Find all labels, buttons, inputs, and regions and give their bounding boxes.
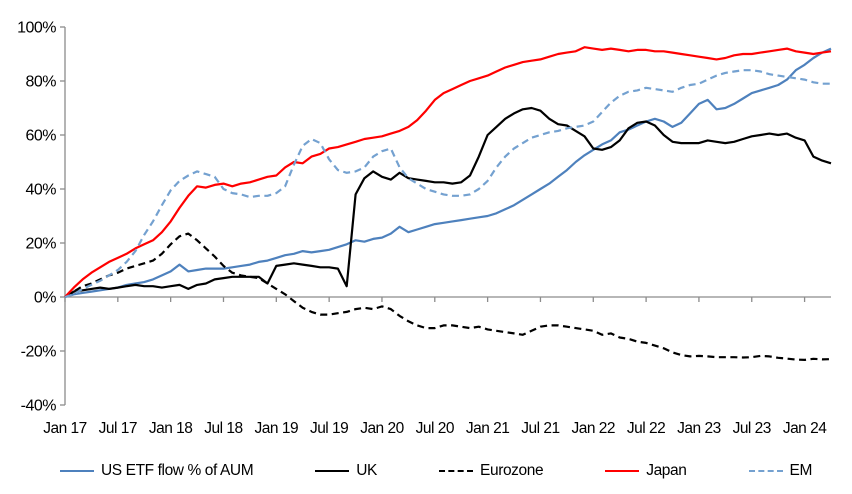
y-axis-label: 60% <box>25 128 56 145</box>
legend-item-em: EM <box>748 462 813 480</box>
series-line-uk <box>64 106 832 298</box>
legend-line-sample <box>315 470 350 472</box>
y-axis-label: 0% <box>34 290 56 307</box>
series-line-em <box>64 69 831 299</box>
x-axis-label: Jul 23 <box>733 420 771 437</box>
x-axis-label: Jan 24 <box>783 420 827 437</box>
x-axis-label: Jan 23 <box>677 420 721 437</box>
x-axis-label: Jul 20 <box>416 420 455 437</box>
legend-label: UK <box>356 462 377 479</box>
x-axis-label: Jul 19 <box>310 420 348 437</box>
x-axis-label: Jan 19 <box>255 420 299 437</box>
series-line-us-etf-flow-of-aum <box>64 47 832 299</box>
x-axis-label: Jul 18 <box>204 420 242 437</box>
y-axis-label: 80% <box>25 74 56 91</box>
series-line-japan <box>64 46 832 298</box>
y-axis-label: -40% <box>21 398 57 415</box>
legend-item-uk: UK <box>315 462 377 480</box>
x-axis-label: Jan 17 <box>43 420 87 437</box>
y-axis-label: -20% <box>21 344 57 361</box>
legend-item-eurozone: Eurozone <box>439 462 544 480</box>
x-axis-label: Jul 21 <box>521 420 559 437</box>
legend-item-japan: Japan <box>605 462 687 480</box>
x-axis-label: Jul 17 <box>99 420 137 437</box>
x-axis-label: Jan 20 <box>360 420 404 437</box>
legend-item-us-etf-flow-of-aum: US ETF flow % of AUM <box>60 462 254 480</box>
legend-label: US ETF flow % of AUM <box>101 462 254 479</box>
y-axis-label: 20% <box>25 236 56 253</box>
legend-line-sample <box>60 470 94 472</box>
legend-label: Eurozone <box>480 462 544 479</box>
chart-legend: US ETF flow % of AUM UK Eurozone Japan EM <box>60 458 812 484</box>
y-axis-label: 100% <box>17 20 56 37</box>
x-axis-label: Jan 22 <box>572 420 616 437</box>
x-axis-label: Jul 22 <box>627 420 665 437</box>
legend-label: EM <box>789 462 813 479</box>
legend-label: Japan <box>646 462 687 479</box>
y-axis-label: 40% <box>25 182 56 199</box>
x-axis-label: Jan 21 <box>466 420 510 437</box>
x-axis-label: Jan 18 <box>149 420 193 437</box>
legend-line-sample <box>605 470 640 472</box>
legend-line-sample <box>748 470 783 472</box>
legend-line-sample <box>439 470 474 472</box>
